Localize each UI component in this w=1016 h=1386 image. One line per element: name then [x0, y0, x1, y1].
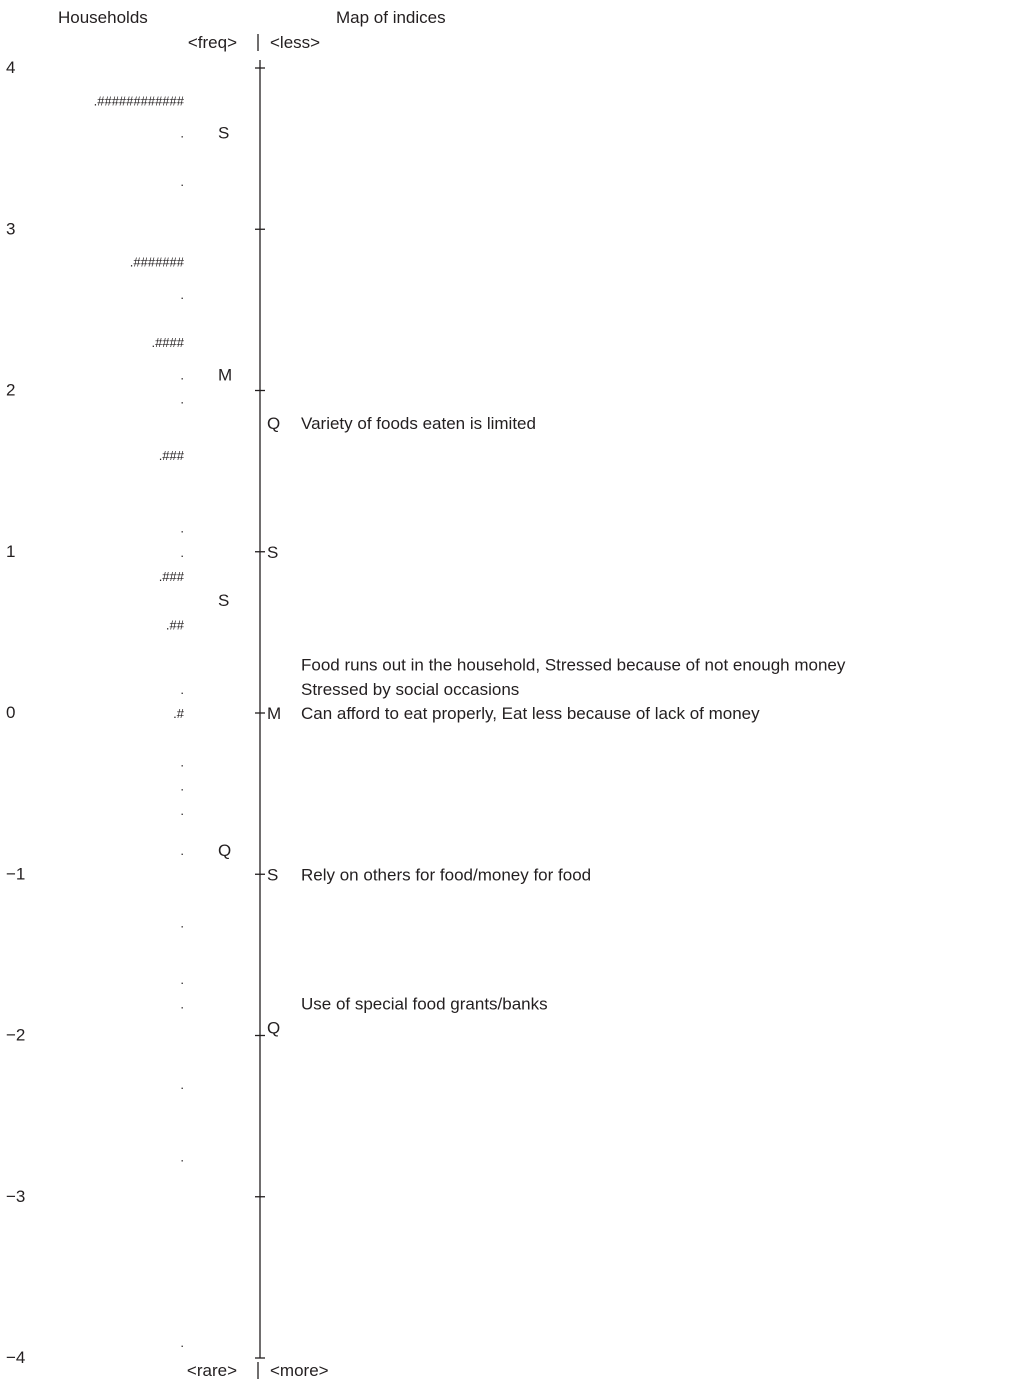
y-tick-label: −4	[6, 1348, 25, 1367]
household-statistic-marker: S	[218, 591, 229, 610]
y-tick-label: 1	[6, 542, 15, 561]
household-distribution-row: .##	[166, 617, 185, 632]
household-statistic-marker: Q	[218, 841, 231, 860]
household-distribution-row: .	[180, 682, 184, 697]
left-heading: Households	[58, 8, 148, 27]
household-distribution-row: .	[180, 754, 184, 769]
household-distribution-row: .	[180, 545, 184, 560]
index-statistic-marker: Q	[267, 414, 280, 433]
household-distribution-row: .	[180, 287, 184, 302]
household-distribution-row: .###	[159, 448, 185, 463]
household-statistic-marker: S	[218, 124, 229, 143]
household-distribution-row: .###	[159, 569, 185, 584]
index-statistic-marker: S	[267, 543, 278, 562]
household-distribution-row: .	[180, 392, 184, 407]
household-distribution-row: .	[180, 521, 184, 536]
index-statistic-marker: M	[267, 704, 281, 723]
household-distribution-row: .	[180, 1077, 184, 1092]
index-item-label: Food runs out in the household, Stressed…	[301, 656, 846, 675]
index-item-label: Use of special food grants/banks	[301, 994, 548, 1013]
y-tick-label: −1	[6, 864, 25, 883]
right-heading: Map of indices	[336, 8, 446, 27]
y-tick-label: −3	[6, 1187, 25, 1206]
household-distribution-row: .	[180, 803, 184, 818]
household-distribution-row: .	[180, 843, 184, 858]
household-distribution-row: .	[180, 1149, 184, 1164]
index-item-label: Stressed by social occasions	[301, 680, 519, 699]
index-item-label: Rely on others for food/money for food	[301, 865, 591, 884]
household-distribution-row: .	[180, 1335, 184, 1350]
household-distribution-row: .	[180, 916, 184, 931]
household-distribution-row: .	[180, 779, 184, 794]
index-item-label: Can afford to eat properly, Eat less bec…	[301, 704, 760, 723]
household-distribution-row: .	[180, 174, 184, 189]
household-distribution-row: .	[180, 367, 184, 382]
index-statistic-marker: Q	[267, 1018, 280, 1037]
bottom-right-marker: <more>	[270, 1361, 329, 1380]
y-tick-label: −2	[6, 1026, 25, 1045]
top-left-marker: <freq>	[188, 33, 237, 52]
index-statistic-marker: S	[267, 865, 278, 884]
y-tick-label: 4	[6, 58, 15, 77]
household-distribution-row: .	[180, 126, 184, 141]
y-tick-label: 2	[6, 381, 15, 400]
household-distribution-row: .#	[173, 706, 185, 721]
y-tick-label: 0	[6, 703, 15, 722]
y-tick-label: 3	[6, 219, 15, 238]
household-distribution-row: .############	[94, 93, 185, 108]
index-item-label: Variety of foods eaten is limited	[301, 414, 536, 433]
household-distribution-row: .	[180, 996, 184, 1011]
household-distribution-row: .####	[151, 335, 184, 350]
household-distribution-row: .#######	[130, 255, 185, 270]
top-right-marker: <less>	[270, 33, 320, 52]
household-distribution-row: .	[180, 972, 184, 987]
bottom-left-marker: <rare>	[187, 1361, 237, 1380]
household-statistic-marker: M	[218, 365, 232, 384]
